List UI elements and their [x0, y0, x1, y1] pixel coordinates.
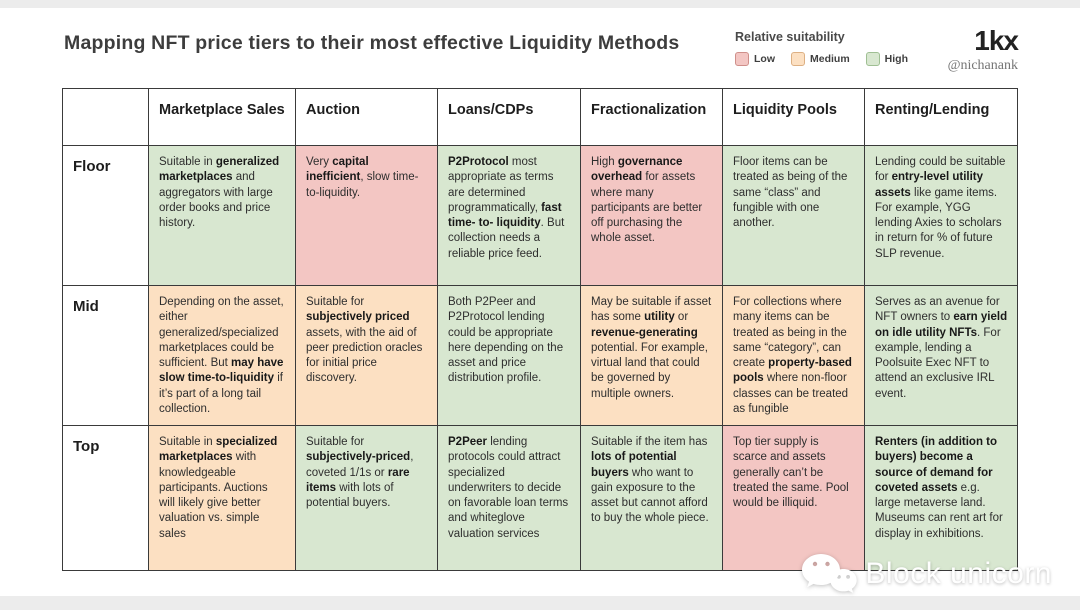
cell-mid-fractionalization: May be suitable if asset has some utilit… — [580, 285, 723, 426]
legend-item-high: High — [865, 52, 908, 66]
column-header-auction: Auction — [295, 88, 438, 146]
table-row-mid: Mid Depending on the asset, either genera… — [62, 285, 1018, 426]
legend-label-high: High — [884, 53, 908, 65]
table-header: Marketplace Sales Auction Loans/CDPs Fracti… — [62, 88, 1018, 146]
cell-floor-loans-cdps: P2Protocol most appropriate as terms are… — [437, 145, 581, 286]
row-tier-label-floor: Floor — [62, 145, 149, 286]
legend-label-medium: Medium — [810, 53, 850, 65]
column-header-liquidity-pools: Liquidity Pools — [722, 88, 865, 146]
cell-top-renting-lending: Renters (in addition to buyers) become a… — [864, 425, 1018, 571]
legend-title: Relative suitability — [735, 30, 845, 44]
cell-floor-renting-lending: Lending could be suitable for entry-leve… — [864, 145, 1018, 286]
brand-block: 1kx @nichanank — [947, 25, 1019, 74]
legend-item-low: Low — [735, 52, 775, 66]
1kx-logo: 1kx — [974, 25, 1019, 56]
legend-item-medium: Medium — [791, 52, 850, 66]
cell-top-liquidity-pools: Top tier supply is scarce and assets gen… — [722, 425, 865, 571]
column-header-loans-cdps: Loans/CDPs — [437, 88, 581, 146]
legend-items: Low Medium High — [735, 52, 908, 66]
cell-floor-marketplace-sales: Suitable in generalized marketplaces and… — [148, 145, 296, 286]
column-header-renting-lending: Renting/Lending — [864, 88, 1018, 146]
legend-label-low: Low — [754, 53, 775, 65]
page-title: Mapping NFT price tiers to their most ef… — [64, 32, 680, 54]
low-swatch-icon — [735, 52, 749, 66]
cell-floor-liquidity-pools: Floor items can be treated as being of t… — [722, 145, 865, 286]
medium-swatch-icon — [791, 52, 805, 66]
table-body: Floor Suitable in generalized marketplace… — [62, 145, 1018, 571]
table-row-top: Top Suitable in specialized marketplaces … — [62, 425, 1018, 571]
cell-mid-loans-cdps: Both P2Peer and P2Protocol lending could… — [437, 285, 581, 426]
cell-mid-marketplace-sales: Depending on the asset, either generaliz… — [148, 285, 296, 426]
bottom-edge-strip — [0, 596, 1080, 610]
cell-top-auction: Suitable for subjectively-priced, covete… — [295, 425, 438, 571]
high-swatch-icon — [865, 52, 880, 66]
header-row: Marketplace Sales Auction Loans/CDPs Fracti… — [62, 88, 1018, 146]
corner-cell — [62, 88, 149, 146]
row-tier-label-mid: Mid — [62, 285, 149, 426]
cell-top-loans-cdps: P2Peer lending protocols could attract s… — [437, 425, 581, 571]
row-tier-label-top: Top — [62, 425, 149, 571]
liquidity-table: Marketplace Sales Auction Loans/CDPs Fracti… — [62, 88, 1018, 571]
cell-mid-liquidity-pools: For collections where many items can be … — [722, 285, 865, 426]
suitability-legend: Relative suitability Low Medium High — [735, 30, 908, 66]
column-header-fractionalization: Fractionalization — [580, 88, 723, 146]
cell-top-fractionalization: Suitable if the item has lots of potenti… — [580, 425, 723, 571]
cell-top-marketplace-sales: Suitable in specialized marketplaces wit… — [148, 425, 296, 571]
cell-floor-auction: Very capital inefficient, slow time-to-l… — [295, 145, 438, 286]
cell-mid-renting-lending: Serves as an avenue for NFT owners to ea… — [864, 285, 1018, 426]
column-header-marketplace-sales: Marketplace Sales — [148, 88, 296, 146]
top-edge-strip — [0, 0, 1080, 8]
author-handle: @nichanank — [947, 58, 1018, 74]
table-row-floor: Floor Suitable in generalized marketplace… — [62, 145, 1018, 286]
cell-mid-auction: Suitable for subjectively priced assets,… — [295, 285, 438, 426]
cell-floor-fractionalization: High governance overhead for assets wher… — [580, 145, 723, 286]
